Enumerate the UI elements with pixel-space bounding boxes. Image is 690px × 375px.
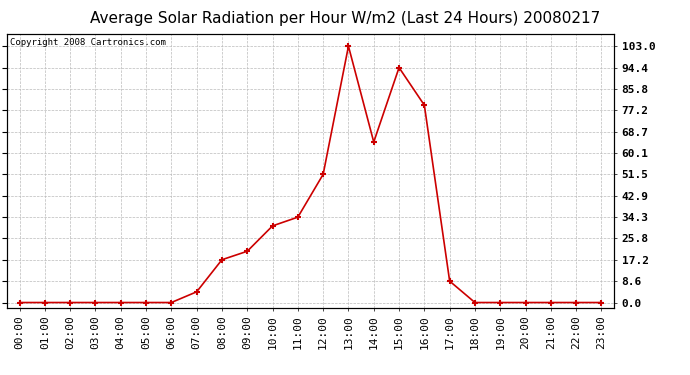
Text: Average Solar Radiation per Hour W/m2 (Last 24 Hours) 20080217: Average Solar Radiation per Hour W/m2 (L… bbox=[90, 11, 600, 26]
Text: Copyright 2008 Cartronics.com: Copyright 2008 Cartronics.com bbox=[10, 38, 166, 47]
